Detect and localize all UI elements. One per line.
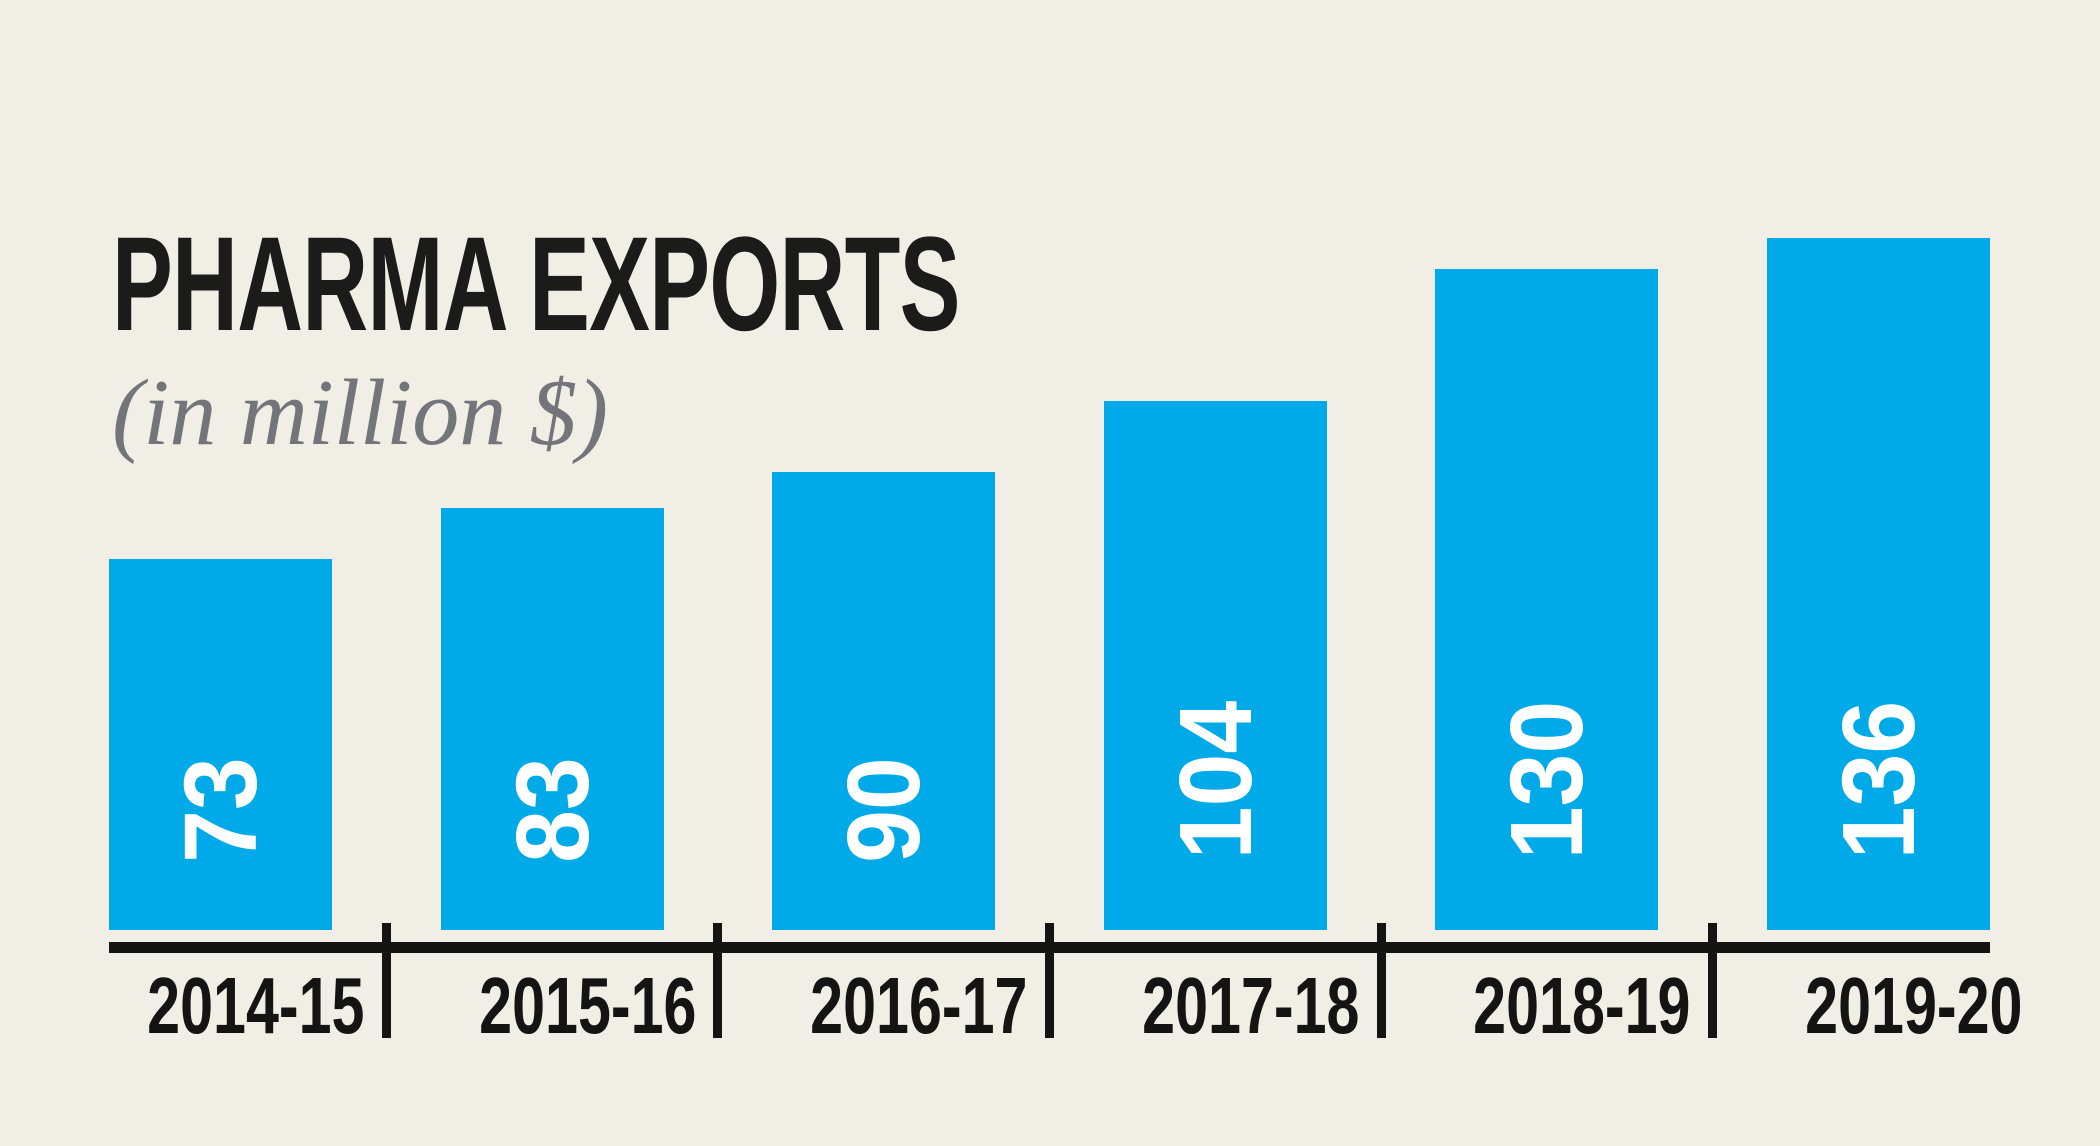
bar-2017-18: 104 [1104, 401, 1327, 930]
x-axis-label-2015-16: 2015-16 [479, 961, 697, 1050]
bar-value-label: 136 [1820, 700, 1936, 860]
bar-value-label: 83 [494, 757, 610, 863]
bar-value-label: 104 [1157, 700, 1273, 860]
bar-value-label: 73 [162, 757, 278, 863]
x-axis-label-2016-17: 2016-17 [810, 961, 1028, 1050]
bar-2019-20: 136 [1767, 238, 1990, 930]
bar-value-label: 130 [1488, 700, 1604, 860]
x-axis-tick [1045, 923, 1054, 1038]
bar-2014-15: 73 [109, 559, 332, 930]
x-axis-label-2014-15: 2014-15 [147, 961, 365, 1050]
bar-value-label: 90 [825, 757, 941, 863]
bar-2018-19: 130 [1435, 269, 1658, 930]
chart-title: PHARMA EXPORTS [112, 210, 960, 359]
x-axis-label-2018-19: 2018-19 [1473, 961, 1691, 1050]
x-axis-label-2019-20: 2019-20 [1805, 961, 2023, 1050]
x-axis-label-2017-18: 2017-18 [1142, 961, 1360, 1050]
bar-2016-17: 90 [772, 472, 995, 930]
x-axis-tick [713, 923, 722, 1038]
bar-2015-16: 83 [441, 508, 664, 930]
chart-subtitle: (in million $) [112, 361, 609, 465]
x-axis-tick [1377, 923, 1386, 1038]
x-axis-tick [1708, 923, 1717, 1038]
x-axis-tick [382, 923, 391, 1038]
